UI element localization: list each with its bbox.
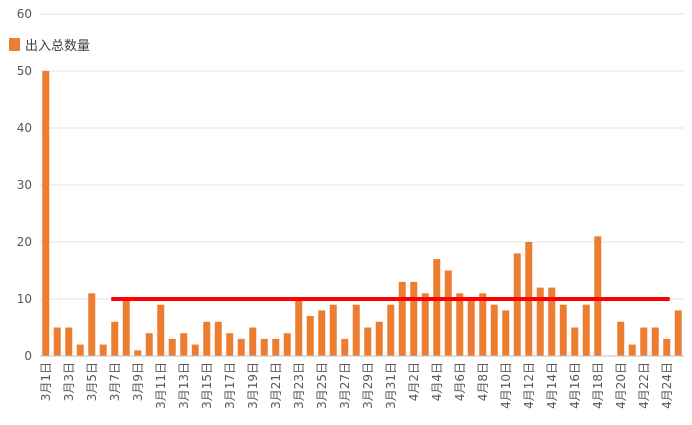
y-tick-label: 50 bbox=[17, 64, 32, 78]
bar bbox=[157, 304, 165, 356]
bar bbox=[548, 287, 556, 356]
bar bbox=[168, 338, 176, 356]
bar bbox=[226, 333, 234, 356]
bar bbox=[617, 321, 625, 356]
x-tick-label: 3月25日 bbox=[315, 362, 329, 409]
bar bbox=[375, 321, 383, 356]
bar bbox=[65, 327, 73, 356]
x-axis-tick-labels: 3月1日 3月3日 3月5日 3月7日 3月9日 3月11日 3月13日 3月15日 3月17日… bbox=[39, 362, 674, 409]
bar bbox=[594, 236, 602, 356]
bar bbox=[513, 253, 521, 356]
x-tick-label: 3月9日 bbox=[131, 362, 145, 401]
x-tick-label: 4月12日 bbox=[522, 362, 536, 409]
bar bbox=[398, 281, 406, 356]
x-tick-label: 3月23日 bbox=[292, 362, 306, 409]
y-tick-label: 60 bbox=[17, 7, 32, 21]
bar bbox=[628, 344, 636, 356]
x-tick-label: 3月11日 bbox=[154, 362, 168, 409]
bar bbox=[180, 333, 188, 356]
x-tick-label: 3月13日 bbox=[177, 362, 191, 409]
bar bbox=[640, 327, 648, 356]
x-tick-label: 4月6日 bbox=[453, 362, 467, 401]
bar bbox=[490, 304, 498, 356]
x-tick-label: 4月18日 bbox=[591, 362, 605, 409]
bar bbox=[559, 304, 567, 356]
x-tick-label: 3月21日 bbox=[269, 362, 283, 409]
y-axis-tick-labels: 0 10 20 30 40 50 60 bbox=[17, 7, 32, 363]
x-tick-label: 3月31日 bbox=[384, 362, 398, 409]
y-tick-label: 20 bbox=[17, 235, 32, 249]
bar bbox=[122, 299, 130, 356]
bar bbox=[536, 287, 544, 356]
y-tick-label: 30 bbox=[17, 178, 32, 192]
x-tick-label: 4月22日 bbox=[637, 362, 651, 409]
bar bbox=[674, 310, 682, 356]
x-tick-label: 3月29日 bbox=[361, 362, 375, 409]
bar bbox=[99, 344, 107, 356]
bar bbox=[456, 293, 464, 356]
bar bbox=[502, 310, 510, 356]
x-tick-label: 3月5日 bbox=[85, 362, 99, 401]
bar bbox=[421, 293, 429, 356]
bar bbox=[352, 304, 360, 356]
bar bbox=[433, 259, 441, 356]
x-tick-label: 4月4日 bbox=[430, 362, 444, 401]
bar bbox=[134, 350, 142, 356]
bar-series bbox=[42, 71, 682, 356]
x-tick-label: 4月10日 bbox=[499, 362, 513, 409]
y-tick-label: 10 bbox=[17, 292, 32, 306]
x-tick-label: 3月27日 bbox=[338, 362, 352, 409]
x-tick-label: 3月17日 bbox=[223, 362, 237, 409]
bar bbox=[214, 321, 222, 356]
bar bbox=[306, 316, 314, 356]
x-tick-label: 3月3日 bbox=[62, 362, 76, 401]
bar bbox=[76, 344, 84, 356]
bar bbox=[663, 338, 671, 356]
x-tick-label: 3月15日 bbox=[200, 362, 214, 409]
bar bbox=[329, 304, 337, 356]
x-tick-label: 3月19日 bbox=[246, 362, 260, 409]
bar bbox=[42, 71, 50, 356]
bar bbox=[467, 299, 475, 356]
bar bbox=[237, 338, 245, 356]
bar bbox=[318, 310, 326, 356]
bar bbox=[283, 333, 291, 356]
bar bbox=[145, 333, 153, 356]
gridlines bbox=[40, 13, 684, 300]
bar bbox=[341, 338, 349, 356]
legend-swatch bbox=[9, 38, 20, 51]
x-tick-label: 3月1日 bbox=[39, 362, 53, 401]
bar bbox=[249, 327, 257, 356]
legend-label: 出入总数量 bbox=[25, 39, 90, 54]
x-tick-label: 4月2日 bbox=[407, 362, 421, 401]
bar bbox=[582, 304, 590, 356]
bar bbox=[571, 327, 579, 356]
bar bbox=[203, 321, 211, 356]
bar bbox=[410, 281, 418, 356]
x-tick-label: 4月16日 bbox=[568, 362, 582, 409]
y-tick-label: 40 bbox=[17, 121, 32, 135]
bar bbox=[651, 327, 659, 356]
bar bbox=[364, 327, 372, 356]
bar bbox=[387, 304, 395, 356]
x-tick-label: 3月7日 bbox=[108, 362, 122, 401]
legend: 出入总数量 bbox=[9, 38, 90, 54]
x-tick-label: 4月24日 bbox=[660, 362, 674, 409]
bar bbox=[88, 293, 96, 356]
bar bbox=[479, 293, 487, 356]
x-tick-label: 4月8日 bbox=[476, 362, 490, 401]
bar bbox=[53, 327, 61, 356]
y-tick-label: 0 bbox=[24, 349, 32, 363]
bar bbox=[272, 338, 280, 356]
bar bbox=[111, 321, 119, 356]
x-tick-label: 4月20日 bbox=[614, 362, 628, 409]
x-tick-label: 4月14日 bbox=[545, 362, 559, 409]
bar bbox=[191, 344, 199, 356]
bar bbox=[295, 299, 303, 356]
bar bbox=[260, 338, 268, 356]
bar bbox=[444, 270, 452, 356]
